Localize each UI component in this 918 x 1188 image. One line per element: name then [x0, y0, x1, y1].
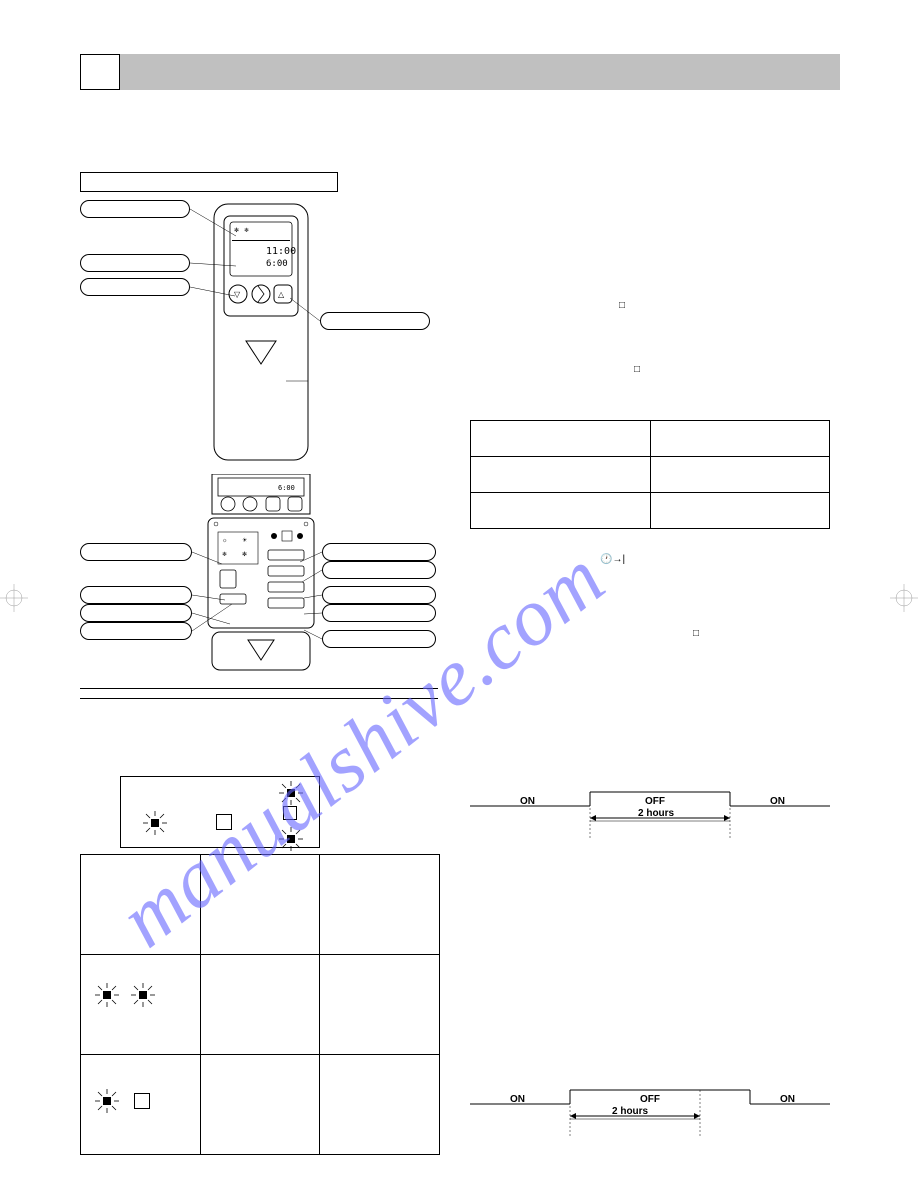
- square-icon-1: [216, 814, 232, 830]
- flash-icon-r3: [92, 1086, 122, 1116]
- td2-on2: ON: [780, 1094, 795, 1105]
- status-r2c2: [200, 955, 320, 1055]
- hr-line-1: [80, 688, 438, 689]
- td2-on1: ON: [510, 1094, 525, 1105]
- page-header: [80, 54, 840, 90]
- td1-on2: ON: [770, 796, 785, 807]
- leader-lines-lower: [80, 474, 340, 674]
- status-r3c2: [200, 1055, 320, 1155]
- timer-cell-r1c2: [650, 421, 830, 457]
- hr-line-2: [80, 698, 438, 699]
- status-r1c2: [200, 855, 320, 955]
- status-r1c3: [320, 855, 440, 955]
- timing-diagram-1: ON OFF ON 2 hours: [470, 788, 830, 868]
- flash-icon-1: [276, 778, 306, 808]
- header-title-bar: [120, 54, 840, 90]
- td1-off: OFF: [645, 796, 665, 807]
- square-icon-r3: [134, 1093, 150, 1109]
- glyph-1: □: [619, 300, 625, 311]
- clock-icon: 🕐→|: [600, 554, 625, 565]
- leader-lines-upper: [80, 196, 340, 476]
- status-r3c3: [320, 1055, 440, 1155]
- status-r2c3: [320, 955, 440, 1055]
- timer-cell-r1c1: [471, 421, 651, 457]
- timer-cell-r3c2: [650, 493, 830, 529]
- flash-icon-2: [140, 808, 170, 838]
- section-title: [80, 172, 338, 192]
- td1-on1: ON: [520, 796, 535, 807]
- crop-mark-left: [0, 584, 28, 612]
- flash-icon-r2a: [92, 980, 122, 1010]
- square-icon-2: [283, 806, 297, 820]
- td2-duration: 2 hours: [612, 1106, 649, 1117]
- glyph-2: □: [634, 364, 640, 375]
- timer-time-table: [470, 420, 830, 529]
- flash-icon-r2b: [128, 980, 158, 1010]
- timer-cell-r3c1: [471, 493, 651, 529]
- glyph-4: □: [693, 628, 699, 639]
- crop-mark-right: [890, 584, 918, 612]
- header-number-box: [80, 54, 120, 90]
- timer-cell-r2c1: [471, 457, 651, 493]
- status-r1c1: [81, 855, 201, 955]
- flash-icon-3: [276, 824, 306, 854]
- timer-cell-r2c2: [650, 457, 830, 493]
- timing-diagram-2: ON OFF ON 2 hours: [470, 1086, 830, 1166]
- td2-off: OFF: [640, 1094, 660, 1105]
- td1-duration: 2 hours: [638, 808, 675, 819]
